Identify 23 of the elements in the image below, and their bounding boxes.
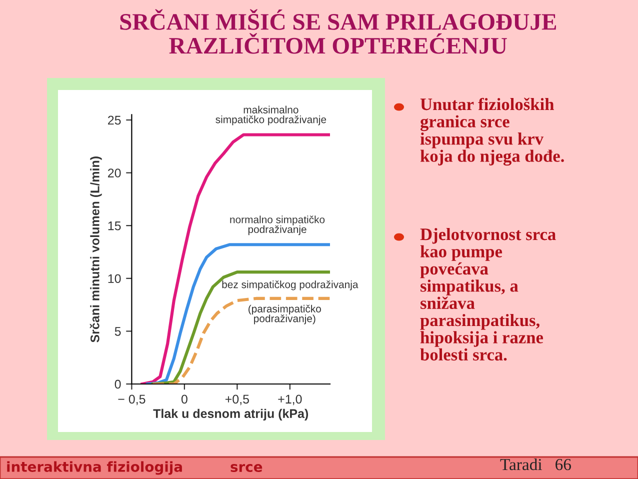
y-tick-label: 5 xyxy=(114,327,121,336)
x-tick-label: +0,5 xyxy=(225,394,249,406)
series-label: bez simpatičkog podraživanja xyxy=(222,280,358,290)
y-tick-label: 0 xyxy=(114,380,121,389)
x-tick-label: 0 xyxy=(181,394,188,404)
y-tick-label: 15 xyxy=(108,222,121,230)
x-axis-title: Tlak u desnom atriju (kPa) xyxy=(153,408,308,420)
series-label: maksimalno simpatičko podraživanje xyxy=(216,106,326,126)
text: Unutar fizioloških granica srce ispumpa svu krv koja do njega dođe. xyxy=(420,98,564,166)
line-series xyxy=(151,296,330,384)
y-tick-label: 20 xyxy=(108,168,121,178)
y-tick-label: 10 xyxy=(108,274,121,284)
x-tick-label: − 0,5 xyxy=(118,394,146,406)
text: Djelotvornost srca kao pumpe povećava simpatikus, a snižava parasimpatikus, hipoksija i razne bolesti srca. xyxy=(420,228,556,361)
series-label: (parasimpatičko podraživanje) xyxy=(248,304,321,324)
text: interaktivna fiziologija xyxy=(7,461,182,475)
y-axis-title: Srčani minutni volumen (L/min) xyxy=(90,156,102,342)
text: srce xyxy=(230,464,262,472)
text: Taradi 66 xyxy=(500,458,571,470)
x-tick-label: +1,0 xyxy=(278,394,302,406)
series-label: normalno simpatičko podraživanje xyxy=(230,216,325,236)
y-tick-label: 25 xyxy=(108,116,121,125)
chart-title: SRČANI MIŠIĆ SE SAM PRILAGOĐUJE RAZLIČITOM OPTEREĆENJU xyxy=(120,9,556,54)
